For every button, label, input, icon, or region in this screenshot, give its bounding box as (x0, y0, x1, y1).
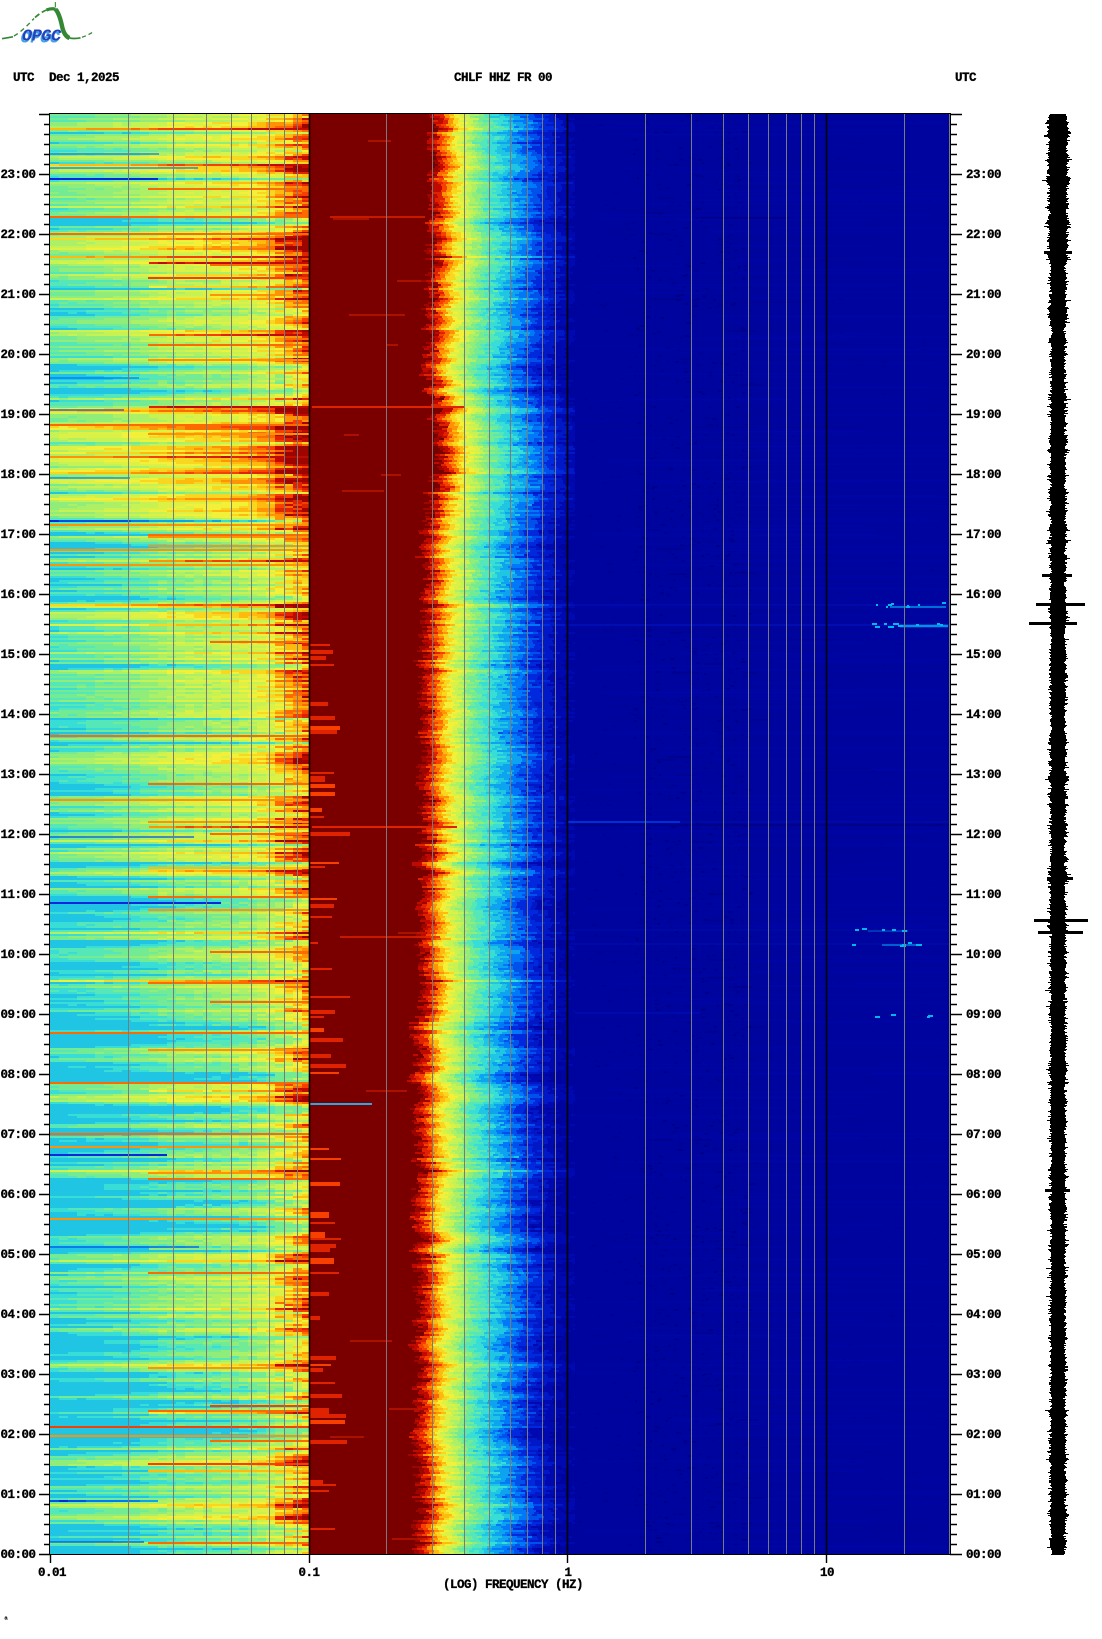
svg-text:10:00: 10:00 (0, 948, 35, 962)
svg-text:1: 1 (564, 1566, 571, 1580)
svg-text:09:00: 09:00 (966, 1008, 1001, 1022)
svg-text:14:00: 14:00 (966, 708, 1001, 722)
svg-text:18:00: 18:00 (0, 468, 35, 482)
svg-text:22:00: 22:00 (0, 228, 35, 242)
svg-text:04:00: 04:00 (966, 1308, 1001, 1322)
svg-text:UTC: UTC (955, 71, 977, 85)
svg-text:03:00: 03:00 (966, 1368, 1001, 1382)
svg-text:CHLF HHZ FR 00: CHLF HHZ FR 00 (454, 71, 552, 85)
svg-text:15:00: 15:00 (966, 648, 1001, 662)
svg-text:06:00: 06:00 (966, 1188, 1001, 1202)
svg-text:(LOG) FREQUENCY (HZ): (LOG) FREQUENCY (HZ) (443, 1578, 583, 1592)
svg-text:Dec 1,2025: Dec 1,2025 (49, 71, 119, 85)
svg-text:09:00: 09:00 (0, 1008, 35, 1022)
svg-text:05:00: 05:00 (966, 1248, 1001, 1262)
svg-text:19:00: 19:00 (0, 408, 35, 422)
svg-text:06:00: 06:00 (0, 1188, 35, 1202)
svg-text:11:00: 11:00 (0, 888, 35, 902)
svg-text:21:00: 21:00 (966, 288, 1001, 302)
svg-text:OPGC: OPGC (22, 28, 62, 47)
svg-text:00:00: 00:00 (0, 1548, 35, 1562)
svg-text:08:00: 08:00 (0, 1068, 35, 1082)
svg-text:08:00: 08:00 (966, 1068, 1001, 1082)
svg-text:19:00: 19:00 (966, 408, 1001, 422)
svg-text:13:00: 13:00 (0, 768, 35, 782)
svg-text:02:00: 02:00 (966, 1428, 1001, 1442)
svg-text:16:00: 16:00 (966, 588, 1001, 602)
svg-text:12:00: 12:00 (0, 828, 35, 842)
svg-text:0.1: 0.1 (298, 1566, 319, 1580)
svg-text:05:00: 05:00 (0, 1248, 35, 1262)
svg-text:07:00: 07:00 (966, 1128, 1001, 1142)
svg-text:12:00: 12:00 (966, 828, 1001, 842)
svg-text:21:00: 21:00 (0, 288, 35, 302)
svg-text:22:00: 22:00 (966, 228, 1001, 242)
svg-text:14:00: 14:00 (0, 708, 35, 722)
svg-text:ª: ª (4, 1617, 8, 1625)
svg-text:15:00: 15:00 (0, 648, 35, 662)
svg-text:23:00: 23:00 (0, 168, 35, 182)
svg-text:04:00: 04:00 (0, 1308, 35, 1322)
svg-text:02:00: 02:00 (0, 1428, 35, 1442)
svg-text:20:00: 20:00 (966, 348, 1001, 362)
svg-text:00:00: 00:00 (966, 1548, 1001, 1562)
svg-text:17:00: 17:00 (966, 528, 1001, 542)
svg-text:20:00: 20:00 (0, 348, 35, 362)
svg-text:UTC: UTC (13, 71, 35, 85)
svg-text:10:00: 10:00 (966, 948, 1001, 962)
svg-text:17:00: 17:00 (0, 528, 35, 542)
svg-text:01:00: 01:00 (966, 1488, 1001, 1502)
svg-text:23:00: 23:00 (966, 168, 1001, 182)
svg-text:16:00: 16:00 (0, 588, 35, 602)
svg-text:03:00: 03:00 (0, 1368, 35, 1382)
svg-text:11:00: 11:00 (966, 888, 1001, 902)
svg-text:13:00: 13:00 (966, 768, 1001, 782)
svg-text:01:00: 01:00 (0, 1488, 35, 1502)
svg-text:10: 10 (820, 1566, 834, 1580)
svg-text:07:00: 07:00 (0, 1128, 35, 1142)
svg-text:OPGC: OPGC (21, 30, 61, 49)
svg-text:18:00: 18:00 (966, 468, 1001, 482)
svg-text:0.01: 0.01 (38, 1566, 66, 1580)
